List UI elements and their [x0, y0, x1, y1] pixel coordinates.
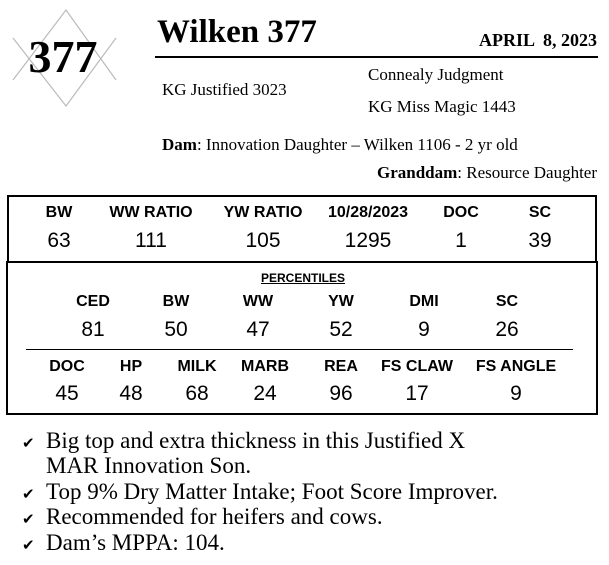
percentile-value: 48: [119, 382, 143, 405]
granddam-line: Granddam: Resource Daughter: [377, 163, 597, 183]
measure-header: 10/28/2023: [327, 204, 409, 221]
check-icon: ✔: [22, 538, 35, 554]
bullet-item: ✔ Top 9% Dry Matter Intake; Foot Score Im…: [22, 479, 498, 508]
sire-sire: Connealy Judgment: [368, 65, 504, 84]
check-icon: ✔: [22, 512, 35, 528]
dam-line: Dam: Innovation Daughter – Wilken 1106 -…: [162, 135, 518, 155]
measure-value: 1: [455, 229, 467, 252]
measure-header: YW RATIO: [223, 204, 303, 221]
measure-value: 63: [47, 229, 71, 252]
percentile-value: 96: [329, 382, 353, 405]
check-icon: ✔: [22, 487, 35, 503]
check-icon: ✔: [22, 436, 35, 452]
percentile-value: 9: [418, 318, 430, 341]
lot-number: 377: [28, 31, 98, 82]
dam-label: Dam: [162, 135, 197, 154]
bullet-item: ✔ Big top and extra thickness in this Jus…: [22, 428, 465, 457]
bullet-item: ✔ Dam’s MPPA: 104.: [22, 530, 225, 559]
animal-title: Wilken 377: [157, 14, 317, 50]
percentile-value: 26: [495, 318, 519, 341]
bullet-text: Dam’s MPPA: 104.: [46, 530, 225, 555]
percentiles-box: [6, 261, 598, 415]
measure-value: 111: [135, 229, 167, 252]
bullet-text: Top 9% Dry Matter Intake; Foot Score Imp…: [46, 479, 498, 504]
percentile-value: 24: [253, 382, 277, 405]
birth-date: APRIL 8, 2023: [478, 30, 597, 50]
diamond-logo-icon: [12, 8, 117, 107]
measure-header: BW: [45, 204, 73, 221]
percentiles-divider: [26, 349, 573, 350]
bullet-text: Big top and extra thickness in this Just…: [46, 428, 466, 453]
percentile-header: HP: [119, 358, 143, 375]
percentile-value: 81: [81, 318, 105, 341]
percentile-value: 9: [510, 382, 522, 405]
percentile-value: 52: [329, 318, 353, 341]
percentile-header: YW: [328, 293, 354, 310]
title-rule: [155, 56, 598, 58]
granddam-label: Granddam: [376, 163, 458, 182]
measure-header: WW RATIO: [109, 204, 193, 221]
sire: KG Justified 3023: [162, 80, 287, 99]
dam-value: : Innovation Daughter – Wilken 1106 - 2 …: [196, 135, 518, 154]
percentile-header: DOC: [49, 358, 85, 375]
percentile-value: 68: [185, 382, 209, 405]
percentile-value: 50: [164, 318, 188, 341]
percentile-header: CED: [76, 293, 110, 310]
percentile-value: 17: [405, 382, 429, 405]
percentile-header: REA: [324, 358, 358, 375]
measure-header: SC: [528, 204, 552, 221]
bullet-text: Recommended for heifers and cows.: [46, 504, 383, 529]
bullet-text: MAR Innovation Son.: [46, 453, 252, 478]
percentile-header: BW: [162, 293, 190, 310]
percentile-value: 47: [246, 318, 270, 341]
measure-header: DOC: [443, 204, 479, 221]
sire-dam: KG Miss Magic 1443: [368, 97, 516, 116]
percentile-header: FS CLAW: [381, 358, 453, 375]
percentiles-title: PERCENTILES: [260, 271, 346, 285]
measure-value: 105: [245, 229, 281, 252]
percentile-header: DMI: [409, 293, 439, 310]
measure-value: 1295: [344, 229, 392, 252]
percentile-header: FS ANGLE: [475, 358, 557, 375]
granddam-value: : Resource Daughter: [457, 163, 597, 182]
measure-value: 39: [528, 229, 552, 252]
percentile-header: SC: [495, 293, 519, 310]
percentile-header: MILK: [177, 358, 217, 375]
percentile-header: WW: [242, 293, 274, 310]
bullet-item: ✔ Recommended for heifers and cows.: [22, 504, 383, 533]
percentile-value: 45: [55, 382, 79, 405]
bullet-item: MAR Innovation Son.: [22, 453, 251, 478]
percentile-header: MARB: [241, 358, 289, 375]
